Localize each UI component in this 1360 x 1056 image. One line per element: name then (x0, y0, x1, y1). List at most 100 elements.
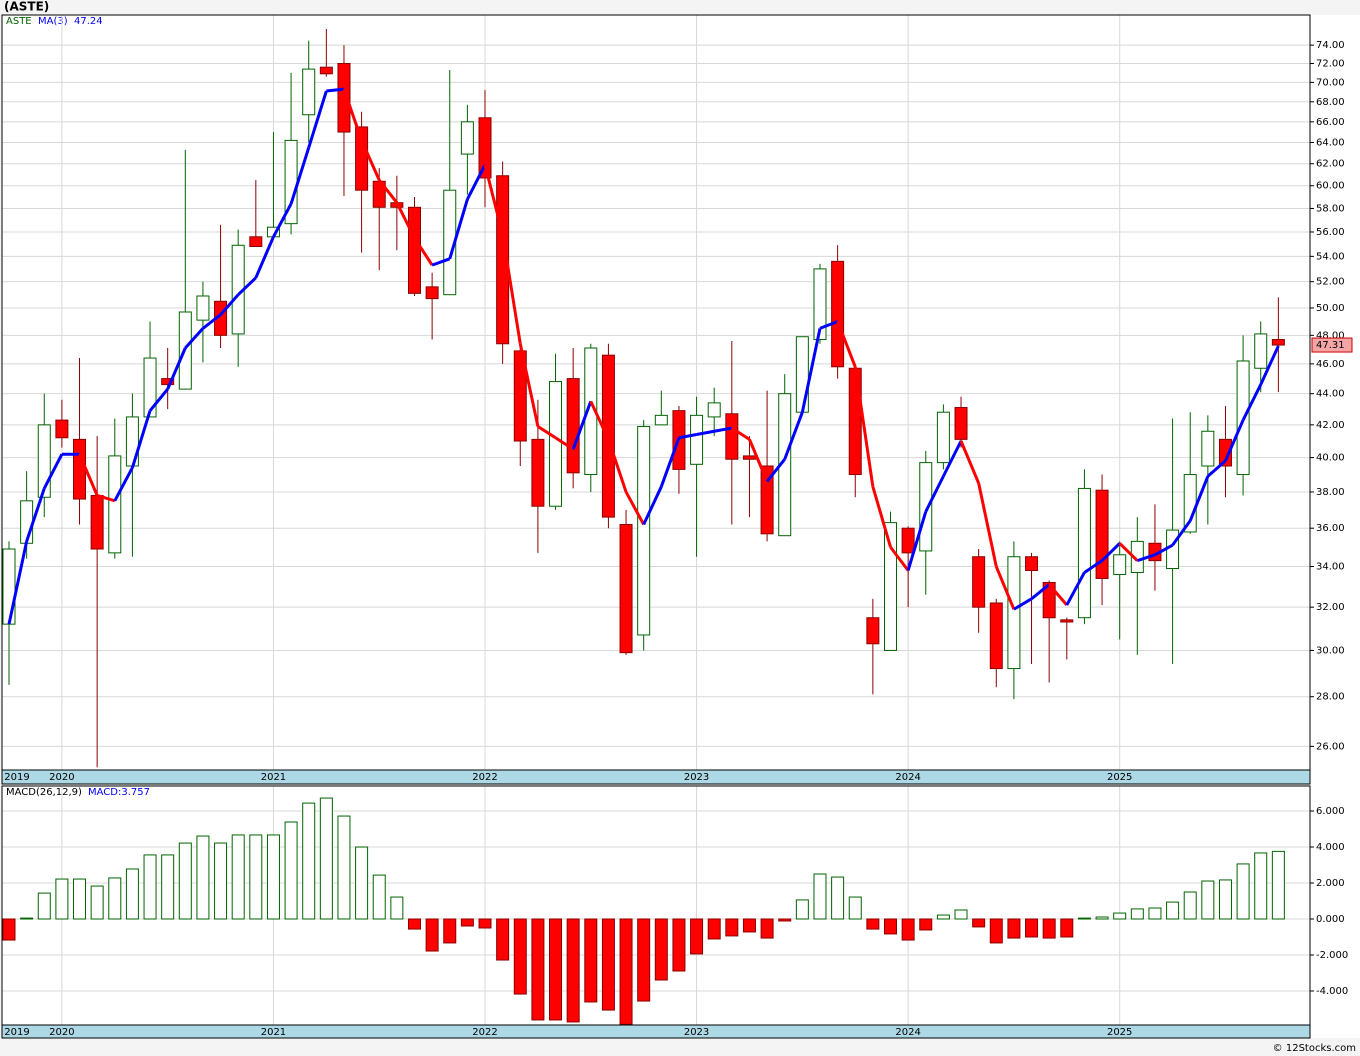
candle-body (2, 548, 16, 625)
ma-line (25, 487, 46, 542)
y-tick-label: 6.000 (1316, 806, 1345, 817)
macd-bar (390, 896, 404, 920)
x-tick-label: 2021 (261, 772, 286, 783)
ma-line (1224, 419, 1245, 462)
candle-body (1218, 438, 1232, 467)
ma-line (289, 147, 311, 205)
candle-body (848, 367, 862, 476)
ma-line (237, 276, 257, 296)
macd-bar (90, 885, 104, 920)
candle-body (1042, 581, 1056, 619)
ma-line (1241, 383, 1263, 421)
ma-line (202, 313, 222, 330)
macd-bar (584, 918, 598, 1003)
ma-line (871, 486, 892, 548)
candle-body (742, 455, 756, 460)
candle-body (707, 402, 721, 418)
ma-line (1154, 543, 1174, 557)
candle-body (1007, 556, 1021, 670)
macd-bar (1060, 918, 1074, 938)
plot-border (1, 785, 1311, 1026)
ma-line (748, 438, 769, 483)
ma-line (765, 458, 786, 483)
ma-line (1083, 559, 1103, 574)
macd-bar (125, 868, 139, 920)
ma-line (1048, 583, 1068, 607)
ma-line (589, 400, 610, 441)
y-tick-label: 42.00 (1316, 420, 1345, 431)
y-tick-label: 4.000 (1316, 842, 1345, 853)
ma-line (78, 453, 99, 497)
macd-bar (143, 854, 157, 920)
y-tick-label: 56.00 (1316, 227, 1345, 238)
ma-line (537, 425, 557, 440)
candle-body (866, 617, 880, 645)
candle-body (954, 407, 968, 440)
ma-line (889, 546, 910, 572)
candle-body (831, 260, 845, 368)
ma-line (307, 90, 328, 149)
ma-line (924, 475, 945, 513)
x-tick-label: 2020 (49, 772, 74, 783)
ma-line (1101, 542, 1121, 562)
ma-line (113, 466, 134, 502)
macd-bar (1025, 918, 1039, 938)
macd-bar (1218, 879, 1232, 920)
candle-body (936, 411, 950, 464)
ma-line (1118, 542, 1139, 562)
ma-line (1013, 597, 1033, 611)
candle-body (478, 117, 492, 179)
candle-body (161, 378, 175, 386)
macd-bar (337, 815, 351, 920)
macd-bar (1183, 891, 1197, 920)
y-tick-label: -4.000 (1316, 986, 1348, 997)
ma-line (272, 203, 293, 238)
legend-symbol: ASTE (6, 16, 32, 27)
y-tick-label: 30.00 (1316, 645, 1345, 656)
ma-line (571, 400, 593, 450)
ma-line (1030, 583, 1051, 601)
ma-line (342, 88, 364, 141)
ma-line (378, 179, 399, 204)
y-tick-label: 48.00 (1316, 330, 1345, 341)
macd-bar (73, 878, 87, 920)
candle-body (760, 465, 774, 535)
y-tick-label: 28.00 (1316, 692, 1345, 703)
macd-bar (778, 918, 792, 922)
macd-bar (443, 918, 457, 944)
macd-bar (355, 846, 369, 920)
macd-bar (1271, 850, 1285, 920)
ma-line (1188, 475, 1210, 522)
y-tick-label: 64.00 (1316, 137, 1345, 148)
ma-line (731, 426, 751, 441)
ma-line (942, 440, 963, 477)
macd-bar (496, 918, 510, 961)
axis-area (1310, 15, 1360, 1038)
macd-bar (725, 918, 739, 937)
x-tick-label: 2022 (472, 772, 497, 783)
macd-bar (108, 877, 122, 920)
candle-body (1113, 554, 1127, 575)
ma-line (483, 164, 505, 235)
legend-ma-value: 47.24 (74, 16, 103, 27)
macd-bar (989, 918, 1003, 944)
candle-body (143, 357, 157, 418)
candle-body (1201, 430, 1215, 467)
macd-bar (319, 797, 333, 920)
candle-body (690, 414, 704, 465)
ma-line (554, 436, 574, 451)
candle-body (1130, 540, 1144, 573)
x-tick-label: 2020 (49, 1027, 74, 1038)
y-tick-label: 26.00 (1316, 741, 1345, 752)
last-price-box (1311, 337, 1353, 353)
y-tick-label: -2.000 (1316, 950, 1348, 961)
y-tick-label: 66.00 (1316, 117, 1345, 128)
ma-line (130, 410, 152, 469)
candle-body (919, 462, 933, 552)
ma-line (1171, 519, 1192, 547)
candle-body (249, 236, 263, 248)
macd-bar (1166, 901, 1180, 920)
ma-line (326, 87, 345, 93)
x-tick-label: 2024 (895, 1027, 920, 1038)
